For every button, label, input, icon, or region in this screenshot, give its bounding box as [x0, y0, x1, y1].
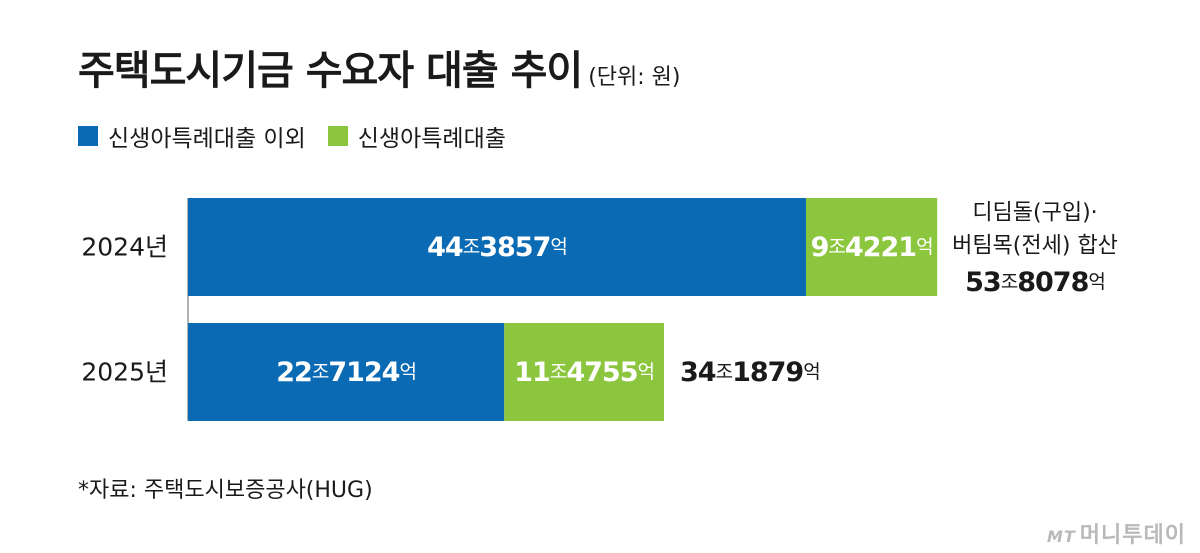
total-label-2024: 53조8078억 [965, 267, 1105, 298]
source-note: *자료: 주택도시보증공사(HUG) [78, 478, 373, 503]
total-note-line-2: 버팀목(전세) 합산 [952, 234, 1118, 259]
legend-item-other: 신생아특례대출 이외 [78, 119, 306, 153]
category-label-2025: 2025년 [81, 358, 168, 387]
data-label-newborn-2025: 11조4755억 [514, 357, 654, 388]
legend-label-other: 신생아특례대출 이외 [108, 126, 306, 152]
bar-other-2024 [188, 198, 806, 296]
legend: 신생아특례대출 이외 신생아특례대출 [78, 119, 528, 153]
data-label-other-2024: 44조3857억 [427, 232, 567, 263]
chart-title: 주택도시기금 수요자 대출 추이 (단위: 원) [78, 38, 680, 96]
legend-item-newborn: 신생아특례대출 [327, 119, 506, 153]
bar-other-2025 [188, 323, 505, 421]
legend-label-newborn: 신생아특례대출 [357, 126, 506, 152]
logo-text: 머니투데이 [1079, 523, 1186, 548]
category-label-2024: 2024년 [81, 233, 168, 262]
bar-newborn-2025 [504, 323, 665, 421]
unit-label: (단위: 원) [588, 65, 681, 90]
chart-title-text: 주택도시기금 수요자 대출 추이 [78, 48, 583, 94]
publisher-logo: MT 머니투데이 [1047, 517, 1186, 549]
total-note-line-1: 디딤돌(구입)· [972, 201, 1097, 226]
data-label-other-2025: 22조7124억 [276, 357, 416, 388]
legend-swatch-green [327, 126, 348, 146]
logo-mark: MT [1046, 527, 1076, 546]
total-label-2025: 34조1879억 [680, 357, 820, 388]
data-label-newborn-2024: 9조4221억 [811, 232, 933, 263]
legend-swatch-blue [78, 126, 98, 146]
bar-newborn-2024 [806, 198, 938, 296]
